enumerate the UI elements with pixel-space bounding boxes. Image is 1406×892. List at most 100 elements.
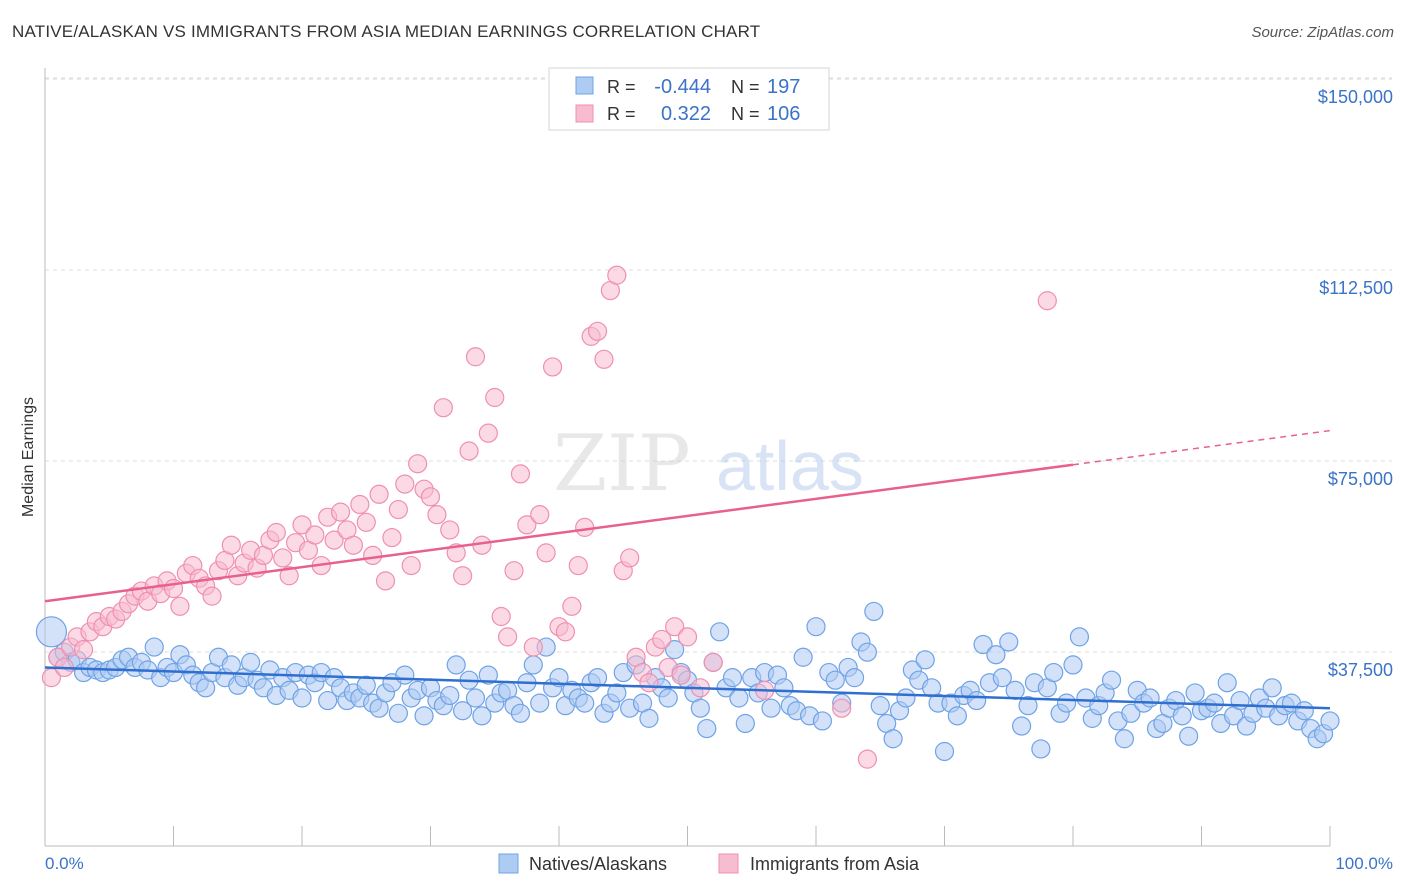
point-natives xyxy=(844,668,865,688)
legend-swatch-natives[interactable] xyxy=(498,853,519,874)
point-natives xyxy=(761,698,781,718)
point-immigrants xyxy=(677,627,698,647)
point-natives xyxy=(1294,701,1314,721)
point-natives xyxy=(864,601,884,622)
legend-swatch-immigrants[interactable] xyxy=(718,853,739,874)
x-tick-label-max: 100.0% xyxy=(1335,854,1393,873)
point-natives xyxy=(1011,716,1032,736)
point-immigrants xyxy=(375,571,396,591)
legend-label-natives[interactable]: Natives/Alaskans xyxy=(529,854,667,874)
trend-line-immigrants-dashed xyxy=(1072,429,1331,466)
point-immigrants xyxy=(857,749,878,769)
point-immigrants xyxy=(350,494,370,515)
point-natives xyxy=(992,668,1012,688)
point-immigrants xyxy=(292,515,312,535)
point-immigrants xyxy=(459,441,479,461)
point-natives xyxy=(870,696,890,716)
stats-swatch-immigrants xyxy=(575,104,594,123)
point-natives xyxy=(729,688,749,708)
stats-r-value-immigrants: 0.322 xyxy=(661,103,711,125)
point-natives xyxy=(241,652,261,672)
point-natives xyxy=(1121,703,1141,723)
point-natives xyxy=(607,683,627,703)
point-natives xyxy=(388,703,408,723)
point-natives xyxy=(356,675,376,695)
point-natives xyxy=(857,642,878,662)
point-natives xyxy=(318,690,338,711)
source-label: Source: ZipAtlas.com xyxy=(1251,24,1394,41)
watermark-zip: ZIP xyxy=(553,419,691,509)
point-natives xyxy=(639,708,659,728)
point-immigrants xyxy=(703,652,723,672)
point-immigrants xyxy=(73,640,94,660)
point-immigrants xyxy=(420,487,441,507)
point-immigrants xyxy=(273,548,293,568)
stats-swatch-natives xyxy=(575,76,594,95)
point-immigrants xyxy=(343,535,363,555)
point-natives xyxy=(144,637,164,657)
point-immigrants xyxy=(305,525,325,545)
point-immigrants xyxy=(427,505,447,525)
chart-title: NATIVE/ALASKAN VS IMMIGRANTS FROM ASIA M… xyxy=(12,22,761,41)
point-immigrants xyxy=(1037,291,1057,311)
point-natives xyxy=(292,688,312,708)
point-immigrants xyxy=(639,673,659,693)
point-immigrants xyxy=(266,522,286,543)
point-immigrants xyxy=(607,265,627,285)
point-natives xyxy=(774,678,794,698)
point-natives xyxy=(697,718,717,739)
point-natives xyxy=(883,729,903,749)
trend-line-immigrants xyxy=(44,463,1074,603)
point-natives xyxy=(1320,711,1340,731)
point-immigrants xyxy=(671,665,691,685)
point-immigrants xyxy=(440,520,460,540)
point-natives xyxy=(440,685,460,706)
y-tick-labels: $37,500 $75,000 $112,500 $150,000 xyxy=(1318,87,1393,680)
point-immigrants xyxy=(491,606,511,627)
point-immigrants xyxy=(485,387,505,408)
point-immigrants xyxy=(517,515,537,535)
point-natives xyxy=(1217,673,1237,693)
point-immigrants xyxy=(363,545,383,566)
point-immigrants xyxy=(587,321,608,341)
x-tick-marks xyxy=(44,826,1331,846)
legend-label-immigrants[interactable]: Immigrants from Asia xyxy=(750,854,920,874)
stats-n-value-natives: 197 xyxy=(767,76,800,98)
point-immigrants xyxy=(536,543,556,563)
point-natives xyxy=(1185,683,1205,703)
point-immigrants xyxy=(408,454,428,474)
point-natives xyxy=(35,616,68,648)
point-natives xyxy=(414,706,434,726)
point-natives xyxy=(472,706,492,726)
point-natives xyxy=(1005,680,1025,700)
point-immigrants xyxy=(369,484,389,504)
point-natives xyxy=(1114,729,1135,749)
point-natives xyxy=(806,617,826,637)
point-natives xyxy=(587,668,608,688)
point-immigrants xyxy=(652,629,672,650)
point-natives xyxy=(1018,696,1038,716)
point-natives xyxy=(1044,662,1064,683)
y-tick-label: $112,500 xyxy=(1319,278,1393,298)
point-immigrants xyxy=(510,464,531,484)
point-natives xyxy=(690,698,710,718)
point-natives xyxy=(395,665,415,685)
point-natives xyxy=(1179,726,1199,746)
point-natives xyxy=(658,688,678,708)
point-natives xyxy=(825,670,845,690)
point-natives xyxy=(1140,688,1160,708)
point-immigrants xyxy=(665,617,685,637)
point-immigrants xyxy=(594,349,614,369)
point-natives xyxy=(1069,627,1090,647)
y-tick-label: $37,500 xyxy=(1328,660,1393,680)
point-natives xyxy=(793,647,813,667)
point-natives xyxy=(575,693,595,713)
point-natives xyxy=(1056,693,1077,713)
stats-legend-box xyxy=(548,67,830,131)
point-natives xyxy=(915,650,935,670)
trend-line-natives xyxy=(44,666,1331,710)
y-tick-label: $75,000 xyxy=(1328,469,1393,489)
point-immigrants xyxy=(465,347,486,367)
point-natives xyxy=(1172,706,1192,726)
point-natives xyxy=(665,640,685,660)
